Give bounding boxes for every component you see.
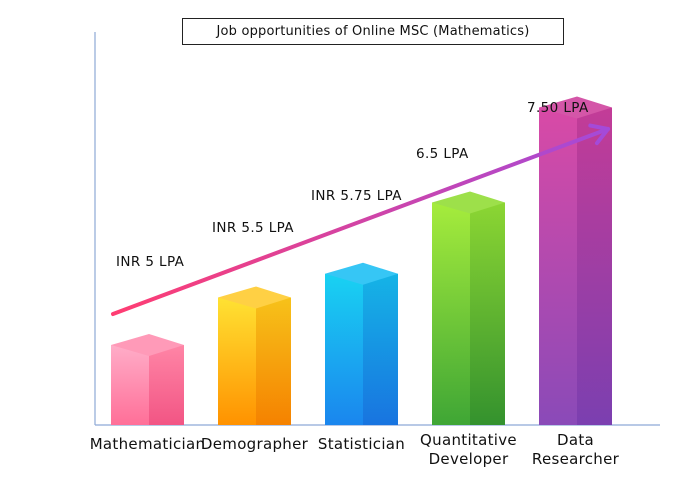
value-label: 7.50 LPA bbox=[527, 100, 589, 116]
category-label: Quantitative Developer bbox=[420, 431, 517, 468]
bar-3 bbox=[432, 191, 505, 425]
bar-top bbox=[325, 262, 398, 285]
category-label: Statistician bbox=[317, 435, 406, 453]
bar-side bbox=[577, 107, 612, 425]
bar-front bbox=[111, 345, 149, 425]
arrow-head bbox=[588, 123, 610, 131]
bar-top bbox=[432, 191, 505, 214]
trend-arrow bbox=[111, 123, 610, 316]
value-label: INR 5.5 LPA bbox=[212, 220, 294, 236]
bars-group bbox=[111, 96, 612, 425]
value-label: 6.5 LPA bbox=[416, 146, 469, 162]
bar-0 bbox=[111, 334, 184, 425]
value-label: INR 5.75 LPA bbox=[311, 188, 402, 204]
bar-2 bbox=[325, 262, 398, 425]
chart-title: Job opportunities of Online MSC (Mathema… bbox=[182, 18, 564, 45]
bar-side bbox=[256, 297, 291, 425]
arrow-line bbox=[111, 127, 610, 316]
bar-4 bbox=[539, 96, 612, 425]
bar-side bbox=[149, 345, 184, 425]
bar-front bbox=[218, 297, 256, 425]
bar-side bbox=[363, 273, 398, 425]
bar-top bbox=[111, 334, 184, 356]
category-label: Mathematician bbox=[89, 435, 206, 453]
bar-side bbox=[470, 202, 505, 425]
bar-front bbox=[539, 107, 577, 425]
value-label: INR 5 LPA bbox=[116, 254, 185, 270]
bar-1 bbox=[218, 286, 291, 425]
bar-top bbox=[218, 286, 291, 309]
arrow-head bbox=[594, 127, 610, 146]
bar-top bbox=[539, 96, 612, 119]
category-label: Data Researcher bbox=[531, 431, 620, 468]
bar-front bbox=[432, 202, 470, 425]
bar-front bbox=[325, 273, 363, 425]
category-label: Demographer bbox=[200, 435, 309, 453]
